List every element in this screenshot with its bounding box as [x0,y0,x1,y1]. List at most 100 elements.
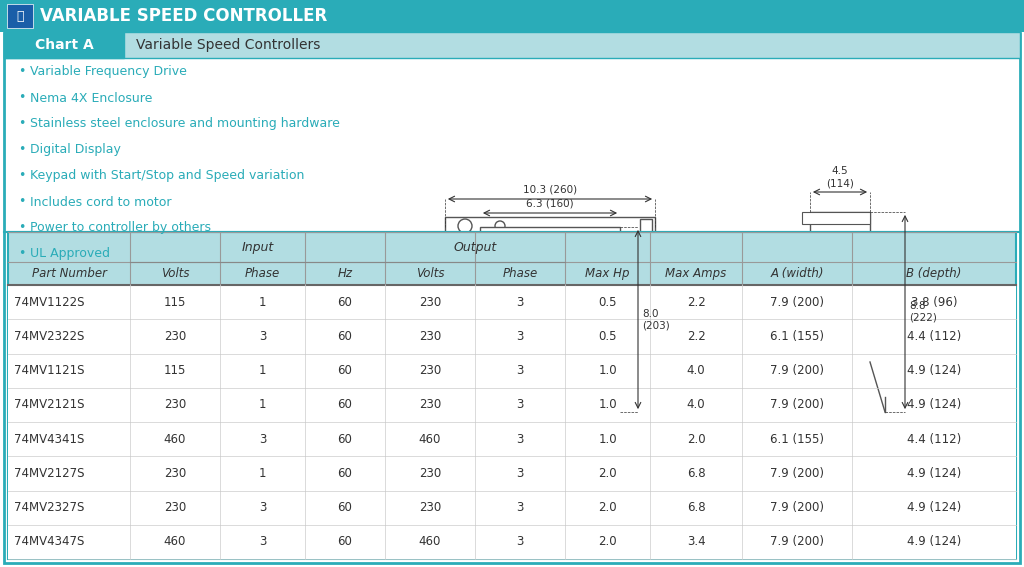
Text: 74MV2121S: 74MV2121S [14,399,85,412]
Text: 4.5
(114): 4.5 (114) [826,166,854,188]
Text: 3: 3 [516,535,523,548]
Bar [640,219,652,233]
Text: 1.0: 1.0 [598,433,616,446]
Text: 7.9 (200): 7.9 (200) [770,501,824,514]
Text: 3: 3 [516,501,523,514]
Text: 3: 3 [259,535,266,548]
Text: 8.0
(203): 8.0 (203) [642,308,670,331]
Text: 230: 230 [419,501,441,514]
Text: Volts: Volts [161,267,189,280]
Text: 115: 115 [164,295,186,308]
Text: 3: 3 [516,364,523,377]
Text: 7.9 (200): 7.9 (200) [770,467,824,480]
Text: 60: 60 [338,467,352,480]
Bar [8,232,1016,285]
Text: Volts: Volts [416,267,444,280]
Text: 74MV1121S: 74MV1121S [14,364,85,377]
Text: 3: 3 [259,330,266,343]
Text: 74MV4341S: 74MV4341S [14,433,84,446]
Bar [810,212,870,412]
Text: 6.3 (160): 6.3 (160) [526,199,573,209]
Text: 60: 60 [338,330,352,343]
Bar [540,412,560,432]
Text: 3: 3 [516,295,523,308]
Bar [8,388,1016,422]
Text: 3.4: 3.4 [687,535,706,548]
Text: Nema 4X Enclosure: Nema 4X Enclosure [30,91,153,104]
Text: Part Number: Part Number [32,267,106,280]
Text: 60: 60 [338,399,352,412]
Text: 1: 1 [259,467,266,480]
Text: 460: 460 [419,535,441,548]
Text: Max Hp: Max Hp [586,267,630,280]
Bar [7,4,33,28]
Text: 74MV2127S: 74MV2127S [14,467,85,480]
Bar [544,369,558,381]
Text: •: • [18,170,26,183]
Text: 3: 3 [516,467,523,480]
Text: 7.9 (200): 7.9 (200) [770,399,824,412]
Bar [4,32,124,58]
Bar [544,384,558,396]
Text: UL Approved: UL Approved [30,248,110,260]
Text: 230: 230 [164,501,186,514]
Text: Max Amps: Max Amps [666,267,727,280]
Text: 1: 1 [259,399,266,412]
Bar [445,217,655,235]
Text: Digital Display: Digital Display [30,143,121,156]
Text: 2.2: 2.2 [687,330,706,343]
Text: 230: 230 [419,364,441,377]
Text: •: • [18,196,26,209]
Text: 4.9 (124): 4.9 (124) [907,399,962,412]
Text: 4.9 (124): 4.9 (124) [907,467,962,480]
Bar [496,369,510,381]
Bar [488,245,612,404]
Text: Variable Frequency Drive: Variable Frequency Drive [30,66,186,78]
Text: 3: 3 [516,399,523,412]
Bar [512,369,526,381]
Text: Chart A: Chart A [35,38,93,52]
Text: 3: 3 [259,433,266,446]
Text: 460: 460 [164,535,186,548]
Text: 6.8: 6.8 [687,467,706,480]
Bar [4,32,1020,58]
Text: 4.0: 4.0 [687,364,706,377]
Bar [8,285,1016,319]
Text: 0.5: 0.5 [598,330,616,343]
Text: 6.1 (155): 6.1 (155) [770,330,824,343]
Bar [8,422,1016,456]
Text: 2.0: 2.0 [598,467,616,480]
Text: 230: 230 [419,295,441,308]
Text: 74MV4347S: 74MV4347S [14,535,84,548]
Text: Input: Input [242,240,273,253]
Text: 4.9 (124): 4.9 (124) [907,501,962,514]
Text: 🔧: 🔧 [16,10,24,23]
Bar [528,369,542,381]
Text: 60: 60 [338,364,352,377]
Text: VARIABLE SPEED CONTROLLER: VARIABLE SPEED CONTROLLER [40,7,328,25]
Text: 1: 1 [259,364,266,377]
Text: A (width): A (width) [770,267,823,280]
Bar [8,353,1016,388]
Text: 6.1 (155): 6.1 (155) [770,433,824,446]
Bar [810,397,870,412]
Text: 7.9 (200): 7.9 (200) [770,535,824,548]
Text: 0.5: 0.5 [598,295,616,308]
Text: 10.3 (260): 10.3 (260) [523,184,578,194]
Text: 7.9 (200): 7.9 (200) [770,295,824,308]
Text: 230: 230 [419,330,441,343]
Bar [8,456,1016,490]
Text: •: • [18,66,26,78]
Text: •: • [18,248,26,260]
Text: 60: 60 [338,433,352,446]
Text: •: • [18,91,26,104]
Text: 3: 3 [516,433,523,446]
Text: •: • [18,222,26,235]
Text: 2.0: 2.0 [598,535,616,548]
Bar [526,304,548,321]
Text: 8.8
(222): 8.8 (222) [909,301,937,323]
Text: Includes cord to motor: Includes cord to motor [30,196,171,209]
Text: 460: 460 [419,433,441,446]
Text: 60: 60 [338,295,352,308]
Bar [8,524,1016,559]
